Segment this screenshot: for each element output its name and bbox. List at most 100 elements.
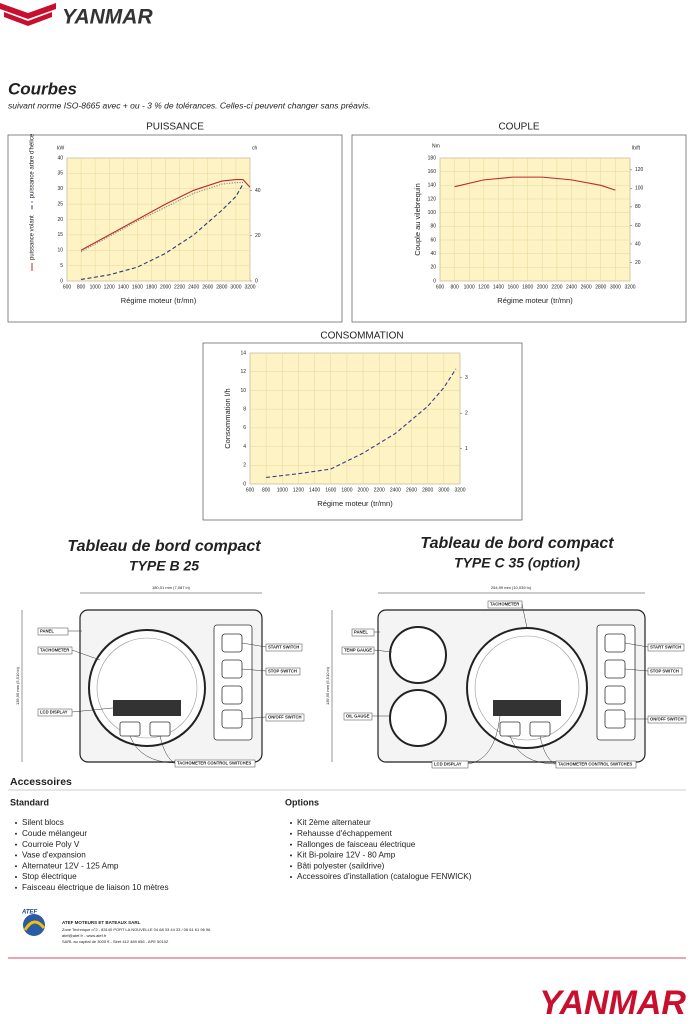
dashboard-subtitle: TYPE C 35 (option) [454, 555, 580, 571]
list-item: Courroie Poly V [22, 840, 80, 849]
dimension: 139,95 mm (5,510 in) [325, 666, 330, 705]
list-item: Faisceau électrique de liaison 10 mètres [22, 883, 169, 892]
x-tick-label: 1200 [478, 284, 489, 290]
y-axis-label: Consommation l/h [223, 388, 232, 448]
x-axis-label: Régime moteur (tr/mn) [497, 296, 573, 305]
bullet [15, 832, 17, 835]
series-line [80, 183, 244, 281]
address: SARL au capital de 3000 € - Siret 412 48… [62, 939, 169, 944]
list-item: Silent blocs [22, 818, 64, 827]
series-line [80, 182, 243, 253]
dashboard-b25: 180,01 mm (7,087 in) 139,95 mm (5,510 in… [15, 585, 305, 768]
y2-unit: ch [252, 145, 258, 151]
callout: TACHOMETER CONTROL SWITCHES [558, 762, 632, 767]
y-tick-label: 14 [240, 350, 246, 356]
x-tick-label: 800 [77, 284, 86, 290]
x-tick-label: 2200 [374, 487, 385, 493]
x-tick-label: 1400 [118, 284, 129, 290]
bullet [290, 832, 292, 835]
y-tick-label: 15 [57, 232, 63, 238]
x-tick-label: 600 [436, 284, 445, 290]
bullet [290, 854, 292, 857]
legend-label: puissance volant [30, 215, 36, 260]
y-tick-label: 10 [240, 388, 246, 394]
x-tick-label: 800 [262, 487, 271, 493]
callout: ON/OFF SWITCH [268, 715, 302, 720]
x-tick-label: 2600 [406, 487, 417, 493]
x-tick-label: 1600 [132, 284, 143, 290]
series-line [266, 368, 457, 478]
y-tick-label: 6 [243, 425, 246, 431]
x-tick-label: 2000 [160, 284, 171, 290]
x-tick-label: 2600 [581, 284, 592, 290]
bullet [15, 876, 17, 878]
y2-tick-label: 2 [465, 411, 468, 417]
x-tick-label: 2800 [595, 284, 606, 290]
brand: YANMAR [62, 6, 153, 29]
x-tick-label: 3000 [438, 487, 449, 493]
x-tick-label: 2600 [202, 284, 213, 290]
x-tick-label: 2400 [390, 487, 401, 493]
y-tick-label: 8 [243, 406, 246, 412]
plot-area [439, 157, 631, 282]
callout: LCD DISPLAY [40, 710, 68, 715]
bullet [15, 854, 17, 857]
callout: OIL GAUGE [346, 714, 370, 719]
address: atef@atef.fr - www.atef.fr [62, 933, 107, 938]
callout: TEMP GAUGE [344, 648, 372, 653]
bullet [290, 876, 292, 878]
callout: START SWITCH [650, 645, 681, 650]
section-title: Accessoires [10, 776, 72, 788]
list-item: Alternateur 12V - 125 Amp [22, 861, 119, 870]
y-tick-label: 20 [430, 265, 436, 271]
footer-brand: YANMAR [539, 984, 686, 1022]
list-item: Coude mélangeur [22, 829, 87, 838]
x-tick-label: 2000 [358, 487, 369, 493]
x-tick-label: 1600 [508, 284, 519, 290]
x-tick-label: 2000 [537, 284, 548, 290]
y2-tick-label: 3 [465, 375, 468, 381]
y2-unit: lb/ft [632, 145, 641, 151]
dashboard-subtitle: TYPE B 25 [129, 558, 199, 574]
y-tick-label: 40 [57, 155, 63, 161]
list-item: Vase d'expansion [22, 851, 86, 860]
x-tick-label: 600 [246, 487, 255, 493]
x-tick-label: 2800 [422, 487, 433, 493]
chart-title: PUISSANCE [146, 122, 204, 133]
header-logo [0, 3, 56, 26]
callout: PANEL [354, 630, 368, 635]
dashboard-title: Tableau de bord compact [67, 538, 261, 555]
bullet [15, 822, 17, 824]
list-title: Standard [10, 797, 49, 807]
chart-frame [202, 342, 523, 521]
x-tick-label: 1800 [146, 284, 157, 290]
x-tick-label: 1800 [522, 284, 533, 290]
list-item: Kit Bi-polaire 12V - 80 Amp [297, 851, 396, 860]
callout: TACHOMETER [490, 602, 519, 607]
chart-frame [7, 134, 343, 323]
y2-tick-label: 120 [635, 167, 644, 173]
y-tick-label: 0 [243, 481, 246, 487]
bullet [15, 843, 17, 846]
x-tick-label: 1000 [464, 284, 475, 290]
callout: TACHOMETER [40, 648, 69, 653]
y-tick-label: 180 [428, 155, 437, 161]
x-tick-label: 2400 [566, 284, 577, 290]
lists: Silent blocs Coude mélangeur Courroie Poly… [15, 818, 472, 892]
dashboard-title: Tableau de bord compact [420, 535, 614, 552]
list-item: Bâti polyester (saildrive) [297, 861, 385, 870]
page-subtitle: suivant norme ISO-8665 avec + ou - 3 % d… [8, 100, 371, 110]
y2-tick-label: 40 [635, 241, 641, 247]
plot-area [249, 352, 461, 485]
y-tick-label: 60 [430, 237, 436, 243]
x-tick-label: 800 [450, 284, 459, 290]
chart-title: CONSOMMATION [320, 331, 403, 342]
y-unit: kW [57, 145, 65, 151]
x-tick-label: 3200 [454, 487, 465, 493]
list-item: Stop électrique [22, 872, 77, 881]
dashboard-c35: 254,99 mm (10,039 in) 139,95 mm (5,510 i… [325, 585, 687, 769]
callout: STOP SWITCH [650, 669, 679, 674]
x-tick-label: 1000 [90, 284, 101, 290]
